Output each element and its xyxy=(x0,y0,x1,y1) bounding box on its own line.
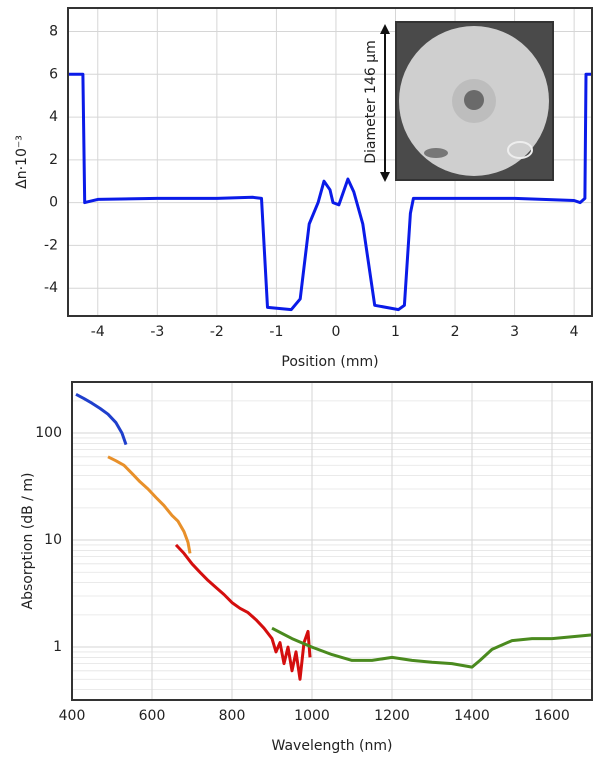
x-tick-label: 1200 xyxy=(374,708,410,724)
x-tick-label: -2 xyxy=(210,324,224,340)
x-tick-label: 1600 xyxy=(534,708,570,724)
debris xyxy=(424,148,448,158)
x-tick-label: 600 xyxy=(139,708,166,724)
x-tick-label: 800 xyxy=(219,708,246,724)
x-tick-label: 0 xyxy=(331,324,340,340)
x-axis-label: Position (mm) xyxy=(281,354,378,370)
y-tick-label: 1 xyxy=(53,639,62,655)
inset-photo xyxy=(395,21,554,181)
annotation: Diameter 146 µm xyxy=(363,40,379,164)
x-tick-label: -1 xyxy=(269,324,283,340)
x-tick-label: 1000 xyxy=(294,708,330,724)
x-tick-label: 4 xyxy=(570,324,579,340)
core xyxy=(464,90,484,110)
y-axis-label: Absorption (dB / m) xyxy=(20,473,36,610)
y-tick-label: 8 xyxy=(49,24,58,40)
y-tick-label: 100 xyxy=(35,425,62,441)
x-tick-label: -3 xyxy=(150,324,164,340)
plot-frame xyxy=(71,381,593,701)
y-tick-label: -2 xyxy=(44,237,58,253)
bubble xyxy=(507,141,533,159)
y-tick-label: 4 xyxy=(49,109,58,125)
diameter-arrow: Diameter 146 µm xyxy=(363,24,390,182)
y-tick-label: 0 xyxy=(49,195,58,211)
series-line xyxy=(68,72,592,312)
series-line xyxy=(174,543,312,681)
panel-absorption: 400 600 800 1000 1200 1400 1600 1 10 100 Wavelengt… xyxy=(20,381,593,754)
x-tick-label: 1 xyxy=(391,324,400,340)
x-tick-label: 2 xyxy=(451,324,460,340)
series-line xyxy=(107,455,192,554)
x-tick-label: 1400 xyxy=(454,708,490,724)
x-tick-label: 3 xyxy=(510,324,519,340)
x-tick-label: -4 xyxy=(91,324,105,340)
y-axis-label: Δn·10⁻³ xyxy=(14,135,30,189)
series-line xyxy=(75,392,128,446)
x-axis-label: Wavelength (nm) xyxy=(272,738,393,754)
plot-frame xyxy=(67,7,593,317)
y-tick-label: 10 xyxy=(44,532,62,548)
y-tick-label: 2 xyxy=(49,152,58,168)
series-line xyxy=(271,626,593,669)
x-tick-label: 400 xyxy=(59,708,86,724)
y-tick-label: -4 xyxy=(44,280,58,296)
y-tick-label: 6 xyxy=(49,66,58,82)
